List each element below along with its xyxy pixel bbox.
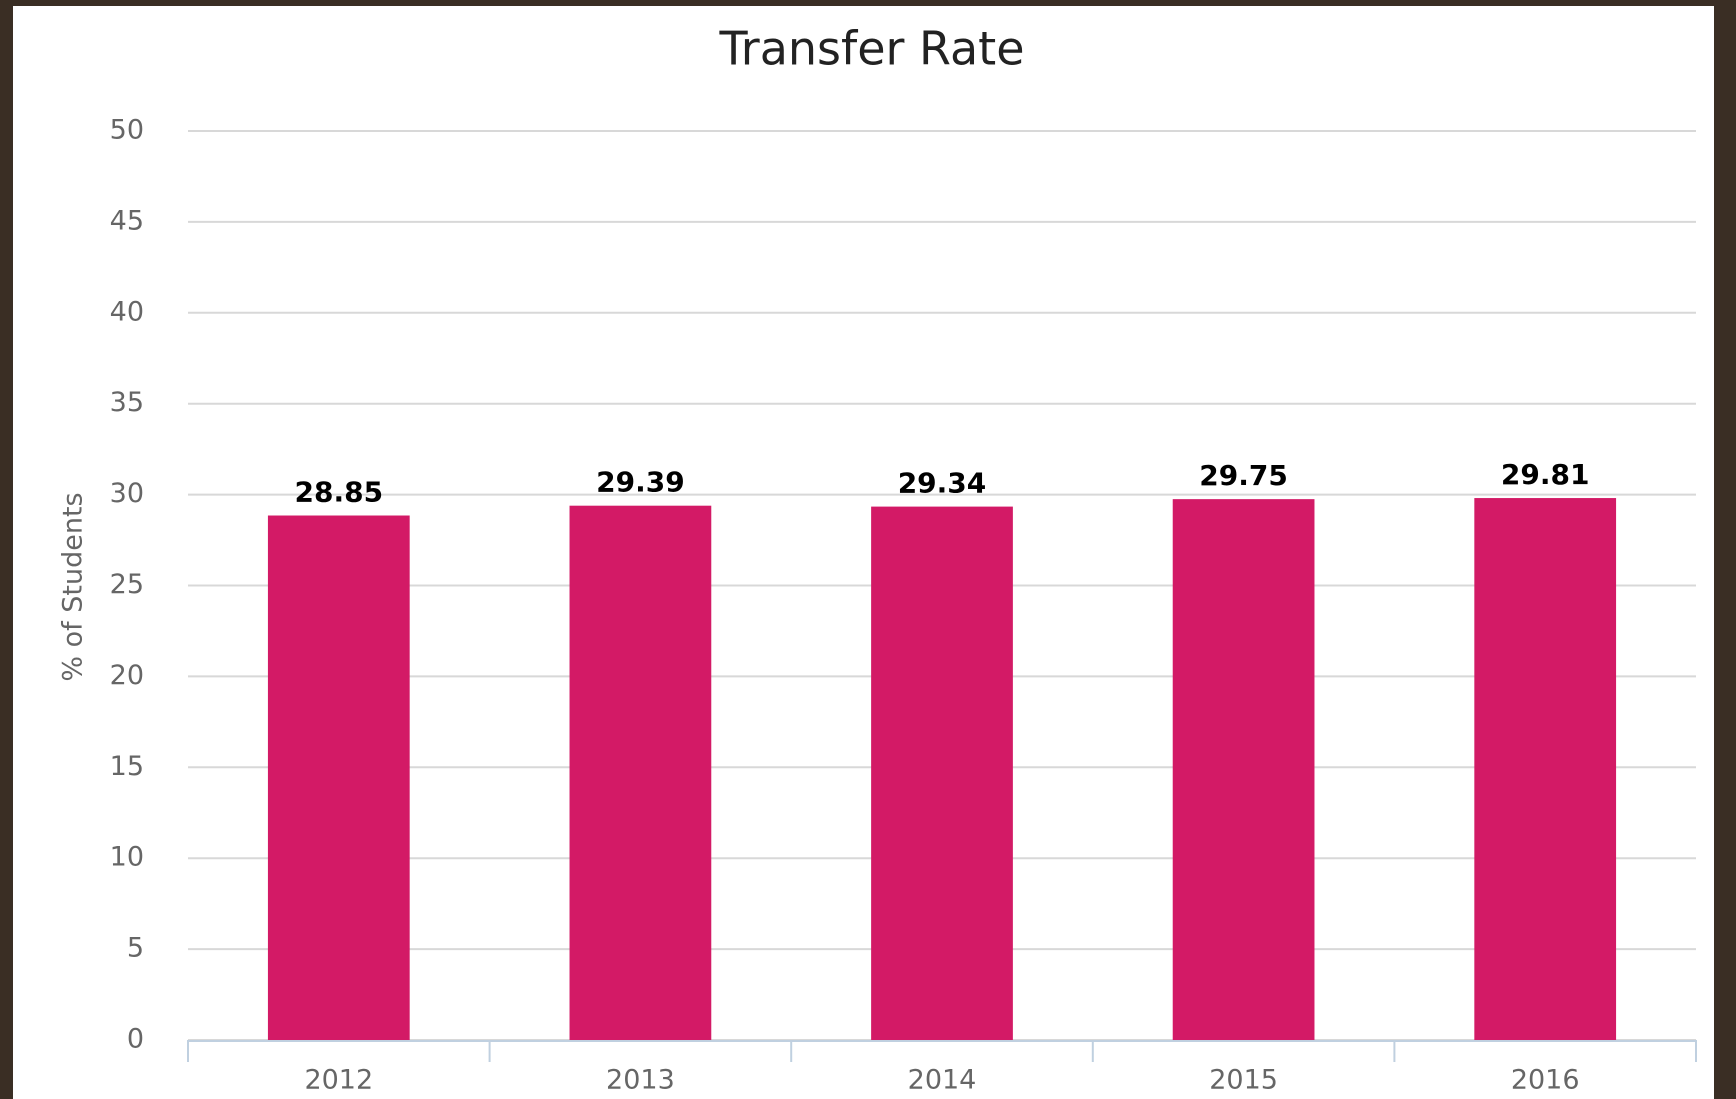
data-label: 29.81 [1501,458,1590,491]
y-tick-label: 15 [110,751,144,782]
x-tick-label: 2015 [1209,1065,1278,1096]
x-tick-label: 2012 [304,1065,373,1096]
bar [871,506,1013,1041]
y-tick-label: 40 [110,296,144,327]
y-tick-label: 10 [110,842,144,873]
y-tick-label: 0 [127,1024,144,1055]
y-tick-label: 5 [127,933,144,964]
y-tick-label: 45 [110,205,144,236]
y-tick-label: 30 [110,478,144,509]
x-tick-label: 2013 [606,1065,675,1096]
x-tick-label: 2016 [1511,1065,1580,1096]
bar [1474,498,1617,1040]
bar [1172,499,1315,1040]
data-label: 29.39 [596,466,685,499]
data-label: 28.85 [295,476,384,509]
y-axis-title: % of Students [58,492,89,681]
y-tick-label: 20 [110,660,144,691]
y-tick-label: 35 [110,387,144,418]
bar [267,515,410,1040]
data-label: 29.34 [898,467,987,500]
chart-title: Transfer Rate [718,22,1024,76]
data-label: 29.75 [1199,459,1288,492]
bar [569,505,712,1040]
y-tick-label: 50 [110,115,144,146]
y-tick-label: 25 [110,569,144,600]
x-tick-label: 2014 [908,1065,977,1096]
